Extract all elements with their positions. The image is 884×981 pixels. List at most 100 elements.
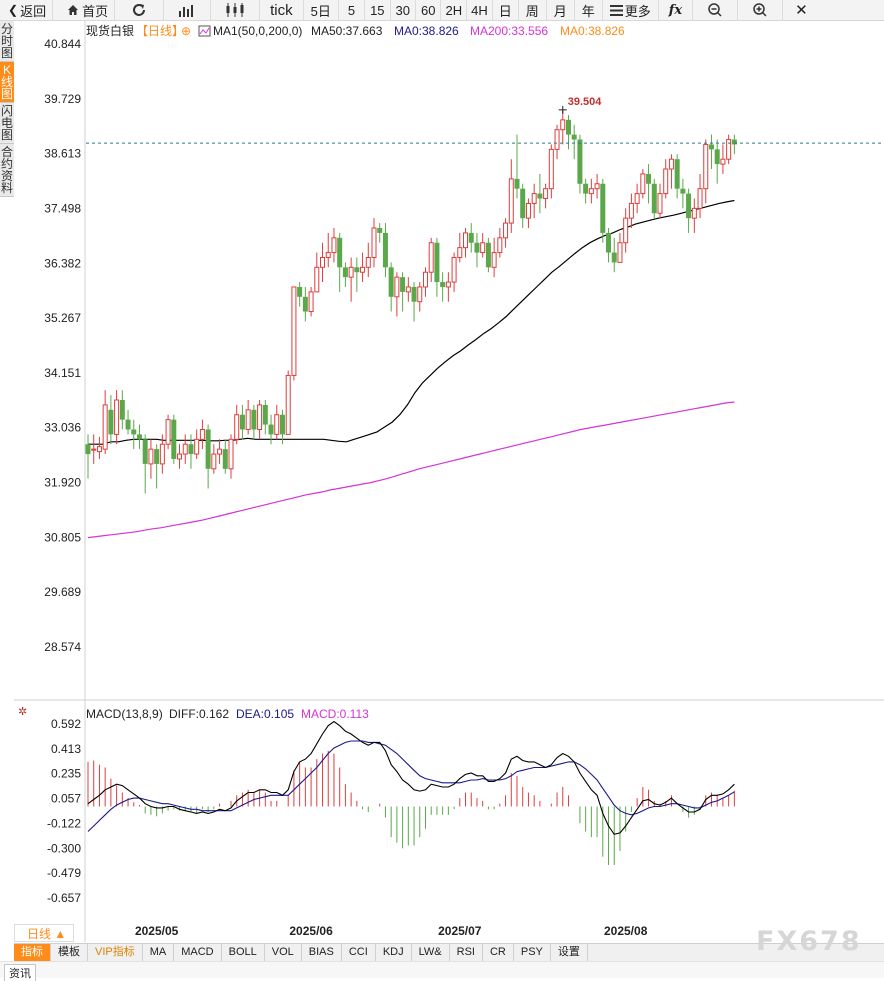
ma1-label: MA1(50,0,200,0) — [213, 24, 302, 38]
bar-chart-button[interactable] — [164, 0, 212, 20]
candle — [194, 429, 200, 459]
candle-body — [583, 183, 589, 194]
period-day[interactable]: 日 — [493, 0, 519, 20]
period-30[interactable]: 30 — [391, 0, 416, 20]
tab-vol[interactable]: VOL — [265, 944, 302, 961]
tab-psy[interactable]: PSY — [514, 944, 551, 961]
period-week[interactable]: 周 — [519, 0, 547, 20]
period-5[interactable]: 5 — [339, 0, 366, 20]
tab-settings[interactable]: 设置 — [551, 944, 588, 961]
candle-body — [606, 232, 612, 253]
toolbar: ❮ 返回 首页 tick 5日 5 15 30 60 2H 4H 日 周 月 年… — [0, 0, 884, 21]
tab-bias[interactable]: BIAS — [302, 944, 342, 961]
candle — [686, 188, 692, 233]
macd-lines — [87, 720, 735, 835]
candle — [171, 414, 177, 464]
period-select[interactable]: 日线 ▲ — [14, 924, 74, 942]
candle — [668, 154, 674, 189]
period-5day[interactable]: 5日 — [304, 0, 339, 20]
candle — [617, 232, 623, 263]
tab-rsi[interactable]: RSI — [450, 944, 483, 961]
candle-body — [268, 424, 274, 435]
formula-button[interactable]: fx — [659, 0, 694, 20]
period-60[interactable]: 60 — [416, 0, 442, 20]
tab-contract-info[interactable]: 合约资料 — [0, 144, 14, 197]
candle-body — [503, 222, 509, 239]
candle — [91, 434, 97, 464]
candle — [177, 444, 183, 469]
candle — [468, 223, 474, 253]
home-button[interactable]: 首页 — [53, 0, 116, 20]
tab-kdj[interactable]: KDJ — [376, 944, 412, 961]
period-year[interactable]: 年 — [575, 0, 603, 20]
zoom-out-button[interactable] — [693, 0, 739, 20]
period-15[interactable]: 15 — [365, 0, 391, 20]
tab-cci[interactable]: CCI — [342, 944, 376, 961]
candlestick-button[interactable] — [211, 0, 261, 20]
candle-body — [428, 242, 434, 273]
period-label: 【日线】 — [136, 24, 184, 38]
candle — [119, 390, 125, 430]
candle-body — [508, 178, 514, 224]
macd-settings-icon[interactable]: ✲ — [18, 706, 27, 718]
tab-lw[interactable]: LW& — [412, 944, 450, 961]
macd-tick-label: 0.057 — [51, 792, 81, 806]
footer-bar: 资讯 — [0, 961, 884, 981]
candle-body — [262, 404, 268, 425]
candle — [422, 267, 428, 297]
candle-body — [497, 237, 503, 254]
period-4h[interactable]: 4H — [467, 0, 493, 20]
macd-histogram — [87, 750, 735, 865]
period-2h[interactable]: 2H — [441, 0, 468, 20]
price-tick-label: 31.920 — [44, 476, 81, 490]
tab-news[interactable]: 资讯 — [4, 964, 36, 981]
candle-body — [668, 158, 674, 170]
refresh-button[interactable] — [115, 0, 165, 20]
candle — [503, 218, 509, 248]
macd-tick-label: -0.122 — [47, 816, 81, 830]
tab-vip-indicator[interactable]: VIP指标 — [88, 944, 143, 961]
tab-template[interactable]: 模板 — [51, 944, 88, 961]
tick-button[interactable]: tick — [260, 0, 304, 20]
candle-body — [165, 419, 171, 445]
candle-body — [600, 183, 606, 233]
settings-icon[interactable]: ⊕ — [181, 24, 191, 38]
tab-timeshare[interactable]: 分时图 — [0, 21, 14, 62]
candle — [354, 257, 360, 292]
tab-macd[interactable]: MACD — [174, 944, 222, 961]
annotation-label: 39.504 — [568, 96, 603, 108]
candle-body — [354, 267, 360, 273]
candle-body — [302, 296, 308, 312]
tab-lightning[interactable]: 闪电图 — [0, 103, 14, 144]
candle — [308, 286, 314, 317]
candle-body — [365, 256, 371, 268]
candle-body — [308, 291, 314, 313]
candle-body — [125, 419, 131, 430]
candle — [325, 232, 331, 268]
candle — [577, 134, 583, 194]
candle — [211, 444, 217, 474]
candlestick-series[interactable] — [85, 110, 737, 494]
ma200-line — [87, 401, 735, 539]
indicator-icon[interactable] — [198, 25, 211, 37]
ma200-label: MA200:33.556 — [470, 24, 548, 38]
tab-ma[interactable]: MA — [143, 944, 175, 961]
candle-body — [217, 448, 223, 455]
zoom-in-button[interactable] — [738, 0, 784, 20]
candle-body — [651, 183, 657, 214]
tab-indicator[interactable]: 指标 — [14, 944, 51, 961]
period-month[interactable]: 月 — [547, 0, 575, 20]
tab-cr[interactable]: CR — [483, 944, 514, 961]
candle — [451, 252, 457, 292]
back-button[interactable]: ❮ 返回 — [0, 0, 54, 20]
candlestick-icon — [226, 3, 244, 17]
candle — [314, 252, 320, 293]
more-button[interactable]: 更多 — [603, 0, 659, 20]
high-annotation: 39.504 — [558, 96, 603, 114]
tab-boll[interactable]: BOLL — [222, 944, 265, 961]
zoom-in-icon — [753, 3, 767, 17]
candle — [331, 227, 337, 263]
close-button[interactable]: ✕ — [783, 0, 820, 20]
